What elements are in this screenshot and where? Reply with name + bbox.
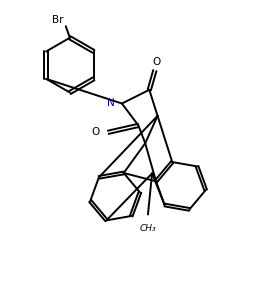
- Text: N: N: [107, 98, 114, 108]
- Text: O: O: [92, 127, 100, 137]
- Text: CH₃: CH₃: [140, 224, 156, 233]
- Text: Br: Br: [52, 15, 64, 25]
- Text: O: O: [152, 57, 160, 67]
